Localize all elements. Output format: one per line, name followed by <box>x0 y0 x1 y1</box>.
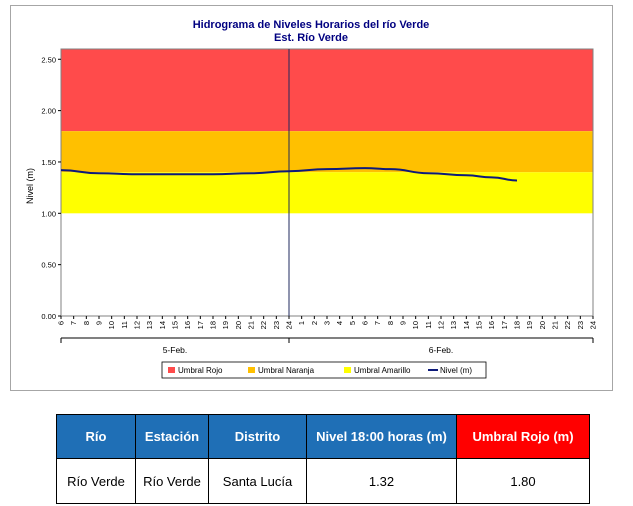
x-tick-label: 14 <box>158 321 167 329</box>
x-tick-label: 21 <box>247 321 256 329</box>
x-tick-label: 18 <box>209 321 218 329</box>
x-tick-label: 24 <box>285 321 294 329</box>
y-tick-label: 1.50 <box>41 158 56 167</box>
x-tick-label: 19 <box>221 321 230 329</box>
cell-distrito: Santa Lucía <box>208 458 307 504</box>
x-tick-label: 1 <box>297 321 306 325</box>
legend-item-umbral-naranja-swatch <box>248 367 255 373</box>
x-tick-label: 4 <box>335 321 344 325</box>
x-tick-label: 15 <box>475 321 484 329</box>
cell-nivel: 1.32 <box>306 458 457 504</box>
x-tick-label: 14 <box>462 321 471 329</box>
table-row: Río Verde Río Verde Santa Lucía 1.32 1.8… <box>56 458 590 504</box>
x-tick-label: 13 <box>145 321 154 329</box>
x-tick-label: 2 <box>310 321 319 325</box>
x-tick-label: 3 <box>323 321 332 325</box>
legend-item-umbral-amarillo: Umbral Amarillo <box>354 366 411 375</box>
day-label: 6-Feb. <box>429 345 454 355</box>
x-tick-label: 12 <box>437 321 446 329</box>
header-nivel: Nivel 18:00 horas (m) <box>306 414 457 459</box>
x-tick-label: 8 <box>82 321 91 325</box>
header-umbral-rojo: Umbral Rojo (m) <box>456 414 590 459</box>
day-label: 5-Feb. <box>163 345 188 355</box>
x-tick-label: 24 <box>589 321 598 329</box>
x-tick-label: 13 <box>449 321 458 329</box>
chart-subtitle: Est. Río Verde <box>274 32 348 44</box>
x-tick-label: 9 <box>399 321 408 325</box>
x-tick-label: 16 <box>183 321 192 329</box>
cell-estacion: Río Verde <box>135 458 209 504</box>
x-tick-label: 6 <box>57 321 66 325</box>
x-tick-label: 16 <box>487 321 496 329</box>
level-table: Río Estación Distrito Nivel 18:00 horas … <box>56 414 590 504</box>
legend-box <box>161 361 487 379</box>
x-tick-label: 20 <box>234 321 243 329</box>
x-tick-label: 7 <box>69 321 78 325</box>
hydrograph-chart: Hidrograma de Niveles Horarios del río V… <box>25 19 598 379</box>
y-tick-label: 0.00 <box>41 312 56 321</box>
y-tick-label: 2.00 <box>41 107 56 116</box>
cell-umbral-rojo: 1.80 <box>456 458 590 504</box>
x-tick-label: 6 <box>361 321 370 325</box>
legend-item-umbral-rojo-swatch <box>168 367 175 373</box>
header-rio: Río <box>56 414 136 459</box>
band-umbral-amarillo <box>61 172 593 214</box>
x-tick-label: 23 <box>576 321 585 329</box>
header-distrito: Distrito <box>208 414 307 459</box>
x-tick-label: 11 <box>120 321 129 329</box>
x-tick-label: 15 <box>171 321 180 329</box>
x-tick-label: 17 <box>196 321 205 329</box>
band-umbral-rojo <box>61 49 593 132</box>
chart-title: Hidrograma de Niveles Horarios del río V… <box>193 19 430 31</box>
x-tick-label: 21 <box>551 321 560 329</box>
table-header-row: Río Estación Distrito Nivel 18:00 horas … <box>56 414 590 459</box>
series-line-nivel <box>60 167 518 182</box>
y-axis-label: Nivel (m) <box>25 168 35 204</box>
x-tick-label: 22 <box>259 321 268 329</box>
x-tick-label: 17 <box>500 321 509 329</box>
x-tick-label: 9 <box>95 321 104 325</box>
legend-item-umbral-rojo: Umbral Rojo <box>178 366 223 375</box>
header-estacion: Estación <box>135 414 209 459</box>
legend-item-umbral-naranja: Umbral Naranja <box>258 366 315 375</box>
x-tick-label: 19 <box>525 321 534 329</box>
y-tick-label: 2.50 <box>41 55 56 64</box>
legend-item-umbral-amarillo-swatch <box>344 367 351 373</box>
x-tick-label: 12 <box>133 321 142 329</box>
x-tick-label: 7 <box>373 321 382 325</box>
y-tick-label: 0.50 <box>41 261 56 270</box>
x-tick-label: 10 <box>411 321 420 329</box>
x-tick-label: 20 <box>538 321 547 329</box>
x-tick-label: 10 <box>107 321 116 329</box>
x-tick-label: 8 <box>386 321 395 325</box>
x-tick-label: 23 <box>272 321 281 329</box>
band-umbral-naranja <box>61 131 593 173</box>
y-tick-label: 1.00 <box>41 209 56 218</box>
legend-item-nivel: Nivel (m) <box>440 366 472 375</box>
x-tick-label: 11 <box>424 321 433 329</box>
x-tick-label: 22 <box>563 321 572 329</box>
cell-rio: Río Verde <box>56 458 136 504</box>
x-tick-label: 18 <box>513 321 522 329</box>
x-tick-label: 5 <box>348 321 357 325</box>
